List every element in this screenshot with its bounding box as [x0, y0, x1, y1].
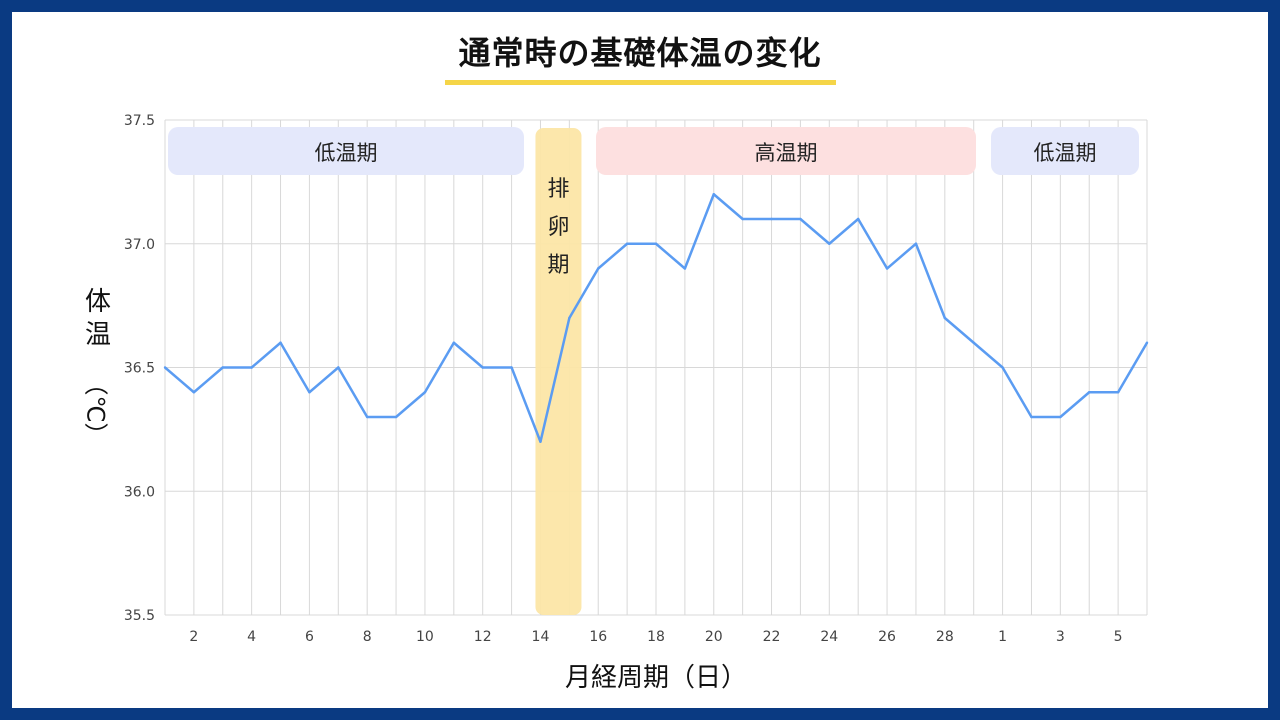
data-point [1116, 391, 1120, 394]
data-point [481, 366, 484, 369]
x-tick-label: 22 [763, 629, 781, 645]
data-point [1059, 415, 1062, 419]
data-point [452, 341, 456, 344]
data-point [654, 242, 658, 245]
x-tick-label: 28 [936, 629, 954, 645]
x-tick-label: 6 [305, 629, 314, 645]
x-axis-ticks: 2 4 6 8 10 12 14 16 18 20 22 24 26 28 1 3 5 [189, 629, 1122, 645]
data-point [914, 242, 918, 245]
phase-band-low [168, 127, 524, 175]
x-tick-label: 26 [878, 629, 896, 645]
title-underline [445, 80, 836, 85]
y-axis-unit: （℃） [76, 368, 120, 447]
grid-lines [164, 119, 1148, 616]
phase-band-high [596, 127, 976, 175]
x-tick-label: 16 [589, 629, 607, 645]
phase-label-high: 高温期 [755, 141, 818, 165]
data-point [279, 341, 282, 344]
x-tick-label: 3 [1056, 629, 1065, 645]
data-point [741, 217, 744, 221]
phase-label-low: 低温期 [315, 141, 378, 165]
data-point [163, 366, 167, 369]
data-point [250, 366, 253, 369]
x-tick-label: 12 [474, 629, 492, 645]
x-tick-label: 2 [189, 629, 198, 645]
y-axis-unit-text: （℃） [81, 371, 110, 447]
data-point [828, 242, 831, 245]
data-point [1088, 391, 1091, 394]
data-point [597, 267, 600, 270]
data-point [1001, 366, 1004, 369]
data-point [365, 415, 369, 419]
data-point [1030, 415, 1033, 419]
data-point [539, 440, 542, 443]
data-point [337, 366, 340, 369]
data-point [308, 391, 311, 394]
y-tick-label: 36.5 [124, 361, 155, 377]
x-tick-label: 24 [820, 629, 838, 645]
data-point [1145, 341, 1149, 344]
y-tick-label: 37.5 [124, 113, 155, 129]
y-axis-label: 体温 [84, 287, 111, 350]
data-point [943, 316, 947, 320]
x-tick-label: 8 [363, 629, 372, 645]
y-tick-label: 36.0 [124, 484, 155, 500]
data-point [683, 267, 687, 270]
x-axis-label: 月経周期（日） [564, 663, 747, 693]
x-tick-label: 18 [647, 629, 665, 645]
data-point [856, 217, 860, 221]
x-tick-label: 5 [1114, 629, 1123, 645]
data-point [394, 415, 398, 419]
x-tick-label: 14 [532, 629, 550, 645]
data-point [625, 242, 629, 245]
data-point [799, 217, 802, 221]
data-point [423, 391, 427, 394]
x-tick-label: 20 [705, 629, 723, 645]
phase-band-ovulation [535, 128, 582, 615]
data-point [972, 341, 975, 344]
phase-label-ovulation: 卵 [547, 215, 569, 240]
y-tick-label: 37.0 [124, 237, 155, 253]
phase-label-ovulation: 排 [547, 177, 569, 202]
data-point [885, 267, 889, 270]
phase-label-ovulation: 期 [547, 253, 569, 278]
x-tick-label: 10 [416, 629, 434, 645]
y-tick-label: 35.5 [124, 608, 155, 624]
data-point [510, 366, 513, 369]
chart-title: 通常時の基礎体温の変化 [458, 34, 822, 72]
data-point [192, 391, 196, 394]
data-point [221, 366, 224, 369]
data-point [712, 193, 715, 196]
y-axis-ticks: 35.5 36.0 36.5 37.0 37.5 [124, 113, 155, 624]
x-tick-label: 1 [998, 629, 1007, 645]
x-tick-label: 4 [247, 629, 256, 645]
phase-band-low [991, 127, 1139, 175]
temperature-series [163, 193, 1149, 443]
phase-label-low: 低温期 [1034, 141, 1097, 165]
data-point [568, 316, 571, 320]
data-point [770, 217, 773, 221]
